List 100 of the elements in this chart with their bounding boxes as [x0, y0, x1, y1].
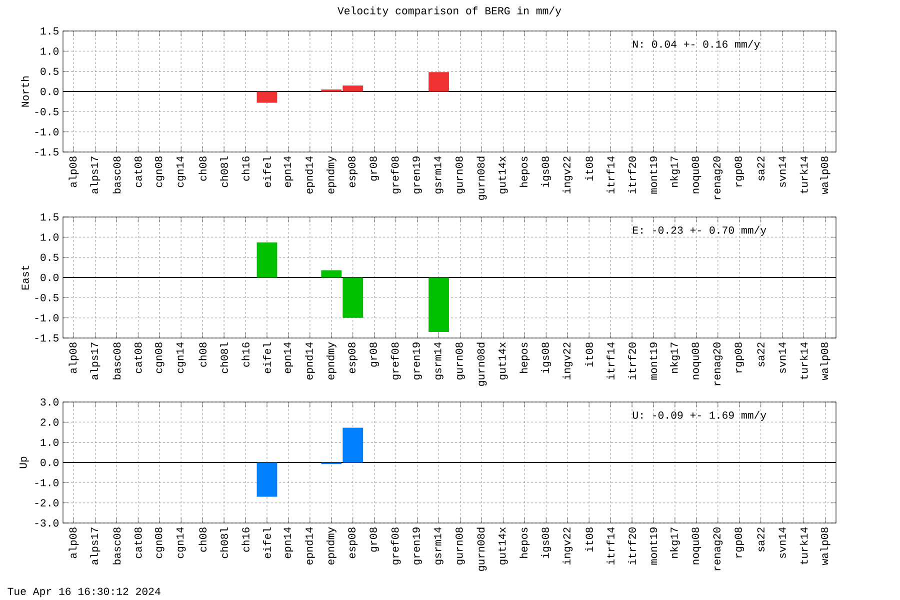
x-tick-label: hepos	[520, 342, 530, 373]
y-tick-label: -1.0	[35, 128, 59, 136]
y-axis-title: Up	[20, 456, 29, 468]
y-tick-label: -1.0	[35, 479, 59, 486]
x-tick-label: epnd14	[304, 156, 315, 194]
x-tick-label: alps17	[90, 156, 100, 194]
x-tick-label: mont19	[650, 156, 658, 194]
x-tick-label: gurn08d	[476, 342, 487, 386]
bar	[428, 72, 449, 92]
x-tick-label: ch08l	[220, 156, 228, 188]
y-tick-label: -1.5	[35, 148, 59, 156]
x-tick-label: walp08	[820, 528, 830, 566]
x-tick-label: epnd14	[304, 342, 315, 380]
x-tick-label: epndmy	[326, 342, 336, 380]
x-tick-label: igs08	[541, 528, 552, 558]
x-tick-label: epn14	[284, 342, 294, 374]
bar	[256, 92, 278, 103]
x-tick-label: ch08	[198, 342, 206, 367]
x-tick-label: rgp08	[734, 342, 744, 373]
y-tick-label: 1.0	[40, 234, 59, 241]
x-tick-label: hepos	[520, 156, 530, 187]
y-axis-title: North	[21, 76, 29, 107]
x-tick-label: gref08	[390, 528, 401, 564]
x-tick-label: ingv22	[562, 156, 573, 194]
x-tick-label: walp08	[820, 156, 830, 194]
x-tick-label: ch08l	[220, 342, 228, 374]
y-tick-label: -2.0	[35, 499, 59, 506]
x-tick-label: cgn14	[176, 527, 186, 558]
x-tick-label: cat08	[134, 342, 142, 374]
y-tick-label: 0.0	[40, 88, 59, 96]
y-tick-label: 0.5	[40, 254, 59, 261]
x-tick-label: ch16	[242, 156, 250, 181]
x-tick-label: ingv22	[562, 528, 573, 564]
x-tick-label: epn14	[284, 156, 294, 188]
x-tick-label: it08	[585, 156, 593, 181]
x-tick-label: epnd14	[304, 527, 315, 565]
annotation: E: -0.23 +- 0.70 mm/y	[633, 226, 766, 236]
x-tick-label: it08	[585, 342, 593, 367]
y-tick-label: -0.5	[35, 294, 59, 302]
x-tick-label: gut14x	[498, 156, 508, 194]
x-tick-label: it08	[585, 528, 593, 552]
x-tick-label: gren19	[412, 342, 422, 380]
x-tick-label: basc08	[112, 528, 121, 564]
x-tick-label: nkg17	[670, 156, 680, 187]
x-tick-label: gurn08	[456, 342, 465, 380]
x-tick-label: epndmy	[326, 156, 336, 194]
bar	[321, 270, 342, 278]
x-tick-label: ch08	[198, 528, 206, 552]
x-tick-label: itrf20	[628, 527, 636, 564]
y-tick-label: 3.0	[40, 398, 59, 406]
x-tick-label: esp08	[348, 342, 358, 374]
x-tick-label: gurn08d	[476, 156, 487, 200]
x-tick-label: gr08	[370, 342, 380, 367]
y-tick-label: -3.0	[35, 519, 59, 527]
x-tick-label: gref08	[390, 342, 401, 380]
y-tick-label: -1.5	[35, 334, 59, 342]
x-tick-label: gurn08	[456, 528, 465, 564]
x-tick-label: cat08	[134, 528, 142, 558]
x-tick-label: renag20	[713, 527, 723, 570]
y-axis-title: East	[22, 266, 29, 290]
chart-title: Velocity comparison of BERG in mm/y	[338, 6, 562, 17]
y-tick-label: -0.5	[35, 108, 59, 116]
x-tick-label: itrf14	[606, 156, 614, 194]
x-tick-label: ch16	[242, 528, 250, 552]
x-tick-label: gr08	[370, 156, 380, 181]
x-tick-label: cgn08	[154, 528, 164, 558]
x-tick-label: gurn08d	[476, 528, 487, 571]
x-tick-label: renag20	[713, 342, 723, 386]
x-tick-label: svn14	[778, 527, 786, 558]
annotation: N: 0.04 +- 0.16 mm/y	[633, 40, 760, 50]
x-tick-label: epn14	[284, 527, 294, 558]
x-tick-label: itrf14	[606, 527, 614, 564]
y-tick-label: -1.0	[35, 314, 59, 322]
x-tick-label: esp08	[348, 156, 358, 188]
x-tick-label: cat08	[134, 156, 142, 188]
y-tick-label: 1.5	[40, 27, 59, 35]
x-tick-label: alp08	[68, 528, 79, 558]
x-tick-label: svn14	[778, 342, 786, 373]
x-tick-label: igs08	[541, 156, 552, 188]
x-tick-label: turk14	[800, 342, 808, 380]
x-tick-label: gut14x	[498, 527, 508, 564]
x-tick-label: rgp08	[734, 156, 744, 187]
x-tick-label: basc08	[112, 156, 121, 194]
x-tick-label: eifel	[263, 342, 271, 374]
x-tick-label: sa22	[757, 156, 764, 181]
y-tick-label: 0.5	[40, 68, 59, 75]
x-tick-label: gut14x	[498, 342, 508, 380]
x-tick-label: gsrm14	[434, 342, 444, 380]
y-tick-label: 0.0	[40, 274, 59, 282]
x-tick-label: ingv22	[562, 342, 573, 380]
x-tick-label: gref08	[390, 156, 401, 194]
x-tick-label: alps17	[90, 528, 100, 565]
x-tick-label: basc08	[112, 342, 121, 380]
x-tick-label: turk14	[800, 156, 808, 194]
x-tick-label: walp08	[820, 342, 830, 380]
x-tick-label: gurn08	[456, 156, 465, 194]
x-tick-label: alp08	[68, 342, 79, 374]
x-tick-label: gr08	[370, 528, 380, 552]
x-tick-label: igs08	[541, 342, 552, 374]
x-tick-label: eifel	[263, 156, 271, 188]
